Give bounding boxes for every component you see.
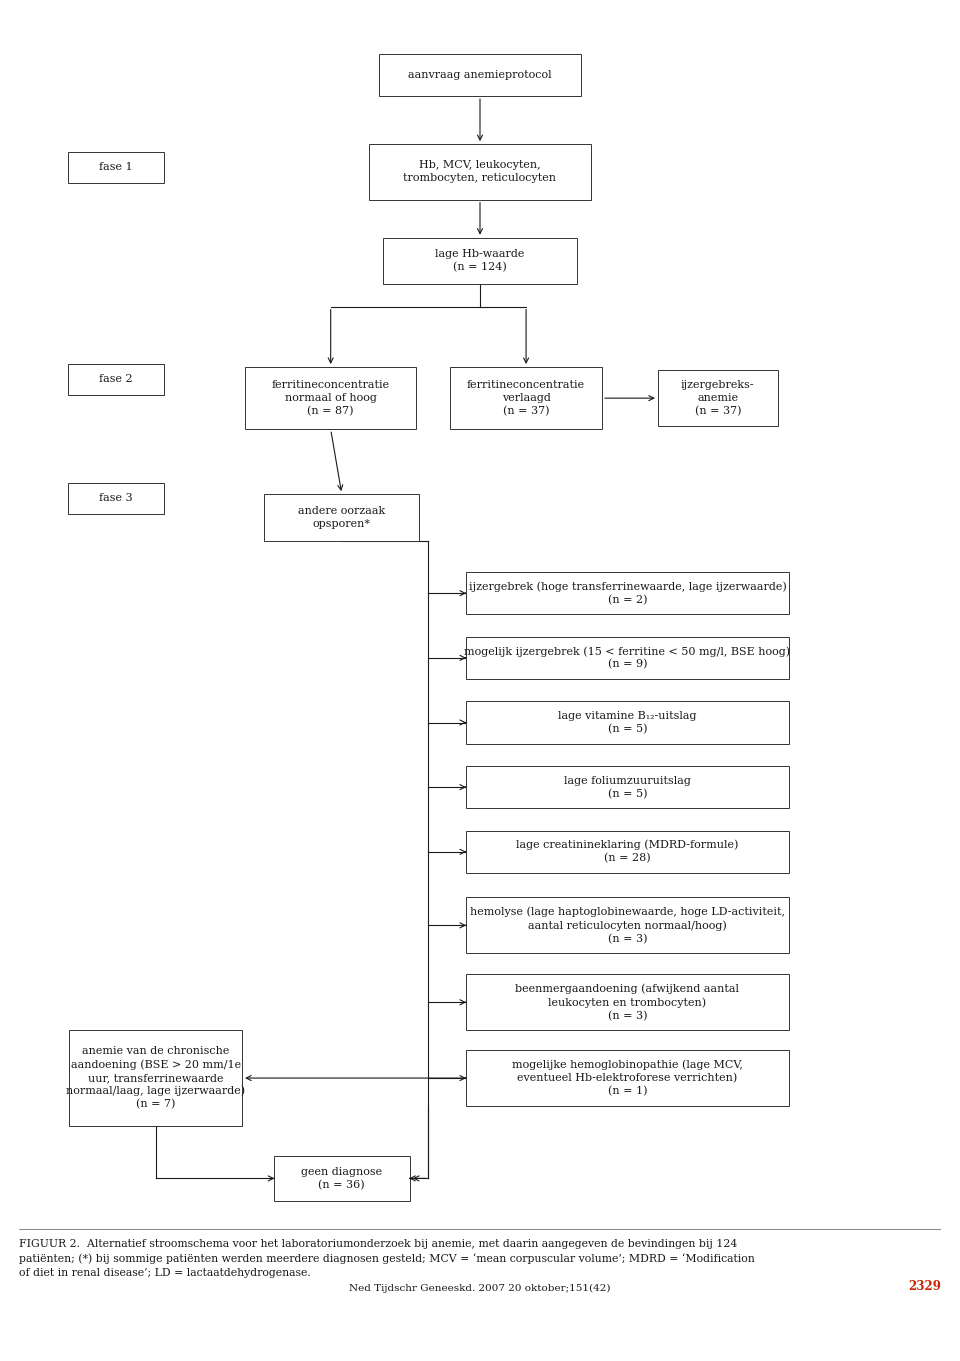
Text: fase 1: fase 1 bbox=[99, 162, 132, 173]
Text: ferritineconcentratie
normaal of hoog
(n = 87): ferritineconcentratie normaal of hoog (n… bbox=[272, 380, 390, 416]
Text: fase 3: fase 3 bbox=[99, 494, 132, 504]
FancyBboxPatch shape bbox=[467, 637, 789, 679]
Text: andere oorzaak
opsporen*: andere oorzaak opsporen* bbox=[299, 506, 385, 529]
FancyBboxPatch shape bbox=[246, 367, 416, 429]
FancyBboxPatch shape bbox=[467, 701, 789, 743]
FancyBboxPatch shape bbox=[264, 494, 420, 540]
FancyBboxPatch shape bbox=[467, 897, 789, 953]
FancyBboxPatch shape bbox=[383, 238, 577, 284]
Text: ijzergebreks-
anemie
(n = 37): ijzergebreks- anemie (n = 37) bbox=[681, 380, 755, 416]
Text: mogelijke hemoglobinopathie (lage MCV,
eventueel Hb-elektroforese verrichten)
(n: mogelijke hemoglobinopathie (lage MCV, e… bbox=[512, 1060, 743, 1097]
FancyBboxPatch shape bbox=[274, 1155, 410, 1200]
Text: mogelijk ijzergebrek (15 < ferritine < 50 mg/l, BSE hoog)
(n = 9): mogelijk ijzergebrek (15 < ferritine < 5… bbox=[465, 646, 790, 670]
FancyBboxPatch shape bbox=[467, 974, 789, 1030]
FancyBboxPatch shape bbox=[69, 1030, 242, 1126]
FancyBboxPatch shape bbox=[67, 152, 164, 182]
FancyBboxPatch shape bbox=[467, 830, 789, 872]
Text: FIGUUR 2.  Alternatief stroomschema voor het laboratoriumonderzoek bij anemie, m: FIGUUR 2. Alternatief stroomschema voor … bbox=[19, 1239, 755, 1278]
FancyBboxPatch shape bbox=[658, 370, 778, 426]
FancyBboxPatch shape bbox=[67, 483, 164, 514]
FancyBboxPatch shape bbox=[450, 367, 602, 429]
Text: aanvraag anemieprotocol: aanvraag anemieprotocol bbox=[408, 69, 552, 80]
Text: 2329: 2329 bbox=[908, 1281, 941, 1293]
Text: ijzergebrek (hoge transferrinewaarde, lage ijzerwaarde)
(n = 2): ijzergebrek (hoge transferrinewaarde, la… bbox=[468, 581, 786, 606]
FancyBboxPatch shape bbox=[370, 144, 590, 200]
Text: Hb, MCV, leukocyten,
trombocyten, reticulocyten: Hb, MCV, leukocyten, trombocyten, reticu… bbox=[403, 161, 557, 184]
Text: hemolyse (lage haptoglobinewaarde, hoge LD-activiteit,
aantal reticulocyten norm: hemolyse (lage haptoglobinewaarde, hoge … bbox=[470, 906, 785, 945]
FancyBboxPatch shape bbox=[467, 572, 789, 614]
Text: ferritineconcentratie
verlaagd
(n = 37): ferritineconcentratie verlaagd (n = 37) bbox=[467, 380, 586, 416]
Text: lage vitamine B₁₂-uitslag
(n = 5): lage vitamine B₁₂-uitslag (n = 5) bbox=[558, 710, 697, 734]
Text: lage foliumzuuruitslag
(n = 5): lage foliumzuuruitslag (n = 5) bbox=[564, 776, 691, 799]
Text: Ned Tijdschr Geneeskd. 2007 20 oktober;151(42): Ned Tijdschr Geneeskd. 2007 20 oktober;1… bbox=[349, 1283, 611, 1293]
Text: lage creatinineklaring (MDRD-formule)
(n = 28): lage creatinineklaring (MDRD-formule) (n… bbox=[516, 840, 738, 864]
FancyBboxPatch shape bbox=[67, 363, 164, 395]
FancyBboxPatch shape bbox=[467, 766, 789, 808]
FancyBboxPatch shape bbox=[467, 1051, 789, 1106]
Text: geen diagnose
(n = 36): geen diagnose (n = 36) bbox=[301, 1166, 382, 1190]
Text: lage Hb-waarde
(n = 124): lage Hb-waarde (n = 124) bbox=[435, 249, 525, 272]
Text: beenmergaandoening (afwijkend aantal
leukocyten en trombocyten)
(n = 3): beenmergaandoening (afwijkend aantal leu… bbox=[516, 984, 739, 1021]
FancyBboxPatch shape bbox=[378, 53, 582, 97]
Text: fase 2: fase 2 bbox=[99, 374, 132, 384]
Text: anemie van de chronische
aandoening (BSE > 20 mm/1e
uur, transferrinewaarde
norm: anemie van de chronische aandoening (BSE… bbox=[66, 1047, 245, 1109]
